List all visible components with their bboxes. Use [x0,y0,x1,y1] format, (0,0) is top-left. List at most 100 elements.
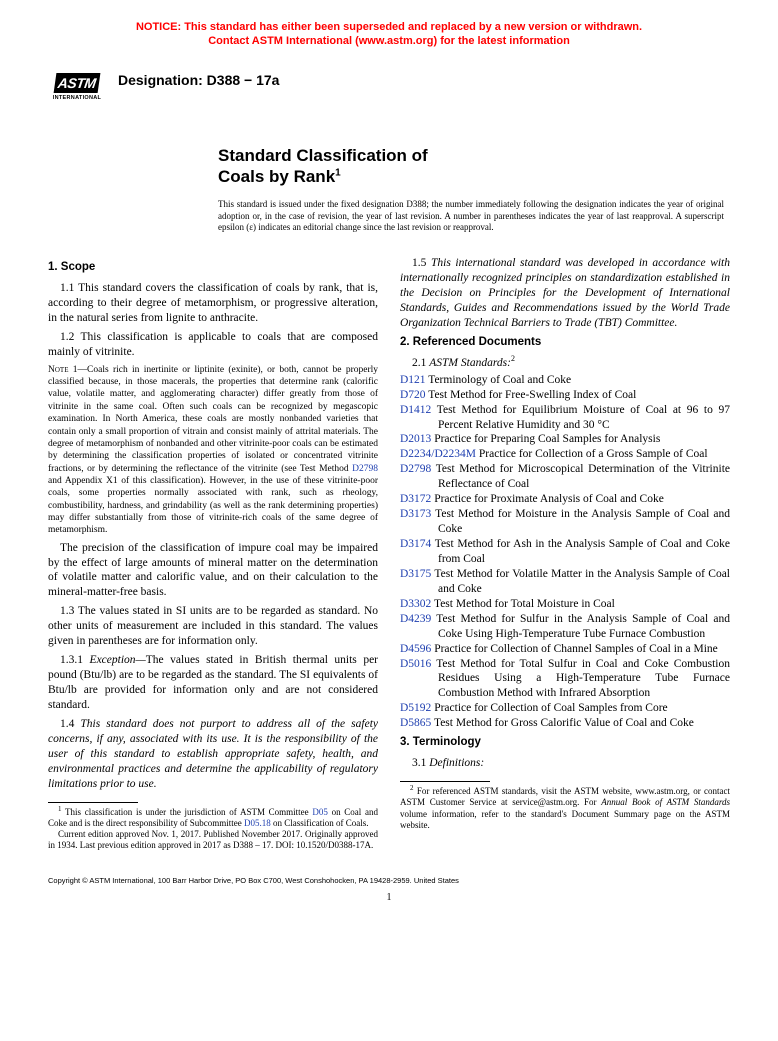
reference-code[interactable]: D2234/D2234M [400,448,476,460]
terminology-heading: 3. Terminology [400,735,730,750]
reference-code[interactable]: D1412 [400,404,431,416]
references-list: D121 Terminology of Coal and CokeD720 Te… [400,373,730,732]
reference-title: Test Method for Microscopical Determinat… [431,463,730,490]
note-1: Note 1—Coals rich in inertinite or lipti… [48,364,378,537]
reference-entry: D3174 Test Method for Ash in the Analysi… [400,537,730,567]
title-line1: Standard Classification of [218,146,428,165]
para-1-4-lbl: 1.4 [60,718,80,730]
preamble: This standard is issued under the fixed … [218,199,730,234]
reference-title: Practice for Collection of Coal Samples … [431,702,667,714]
reference-title: Test Method for Ash in the Analysis Samp… [431,538,730,565]
footnote-divider [48,802,138,803]
note-1-link[interactable]: D2798 [352,464,378,474]
reference-code[interactable]: D3172 [400,493,431,505]
reference-code[interactable]: D3173 [400,508,431,520]
reference-title: Test Method for Moisture in the Analysis… [431,508,730,535]
definitions-subhead: 3.1 Definitions: [400,756,730,771]
astm-stds-head: ASTM Standards: [429,357,511,369]
footnote-1-sup: 1 [58,805,62,813]
reference-code[interactable]: D4596 [400,643,431,655]
title-sup: 1 [335,167,341,178]
reference-entry: D3172 Practice for Proximate Analysis of… [400,492,730,507]
astm-stds-lbl: 2.1 [412,357,429,369]
header-row: ASTM INTERNATIONAL Designation: D388 − 1… [48,59,730,117]
para-1-1: 1.1 This standard covers the classificat… [48,281,378,326]
reference-entry: D3173 Test Method for Moisture in the An… [400,507,730,537]
defs-lbl: 3.1 [412,757,429,769]
para-1-5-lbl: 1.5 [412,257,431,269]
note-1-label: Note 1— [48,365,87,375]
reference-entry: D5865 Test Method for Gross Calorific Va… [400,716,730,731]
title-block: Standard Classification of Coals by Rank… [218,145,730,188]
note-1-text-a: Coals rich in inertinite or liptinite (e… [48,365,378,474]
footnote-1b: Current edition approved Nov. 1, 2017. P… [48,829,378,852]
reference-entry: D720 Test Method for Free-Swelling Index… [400,388,730,403]
reference-code[interactable]: D3174 [400,538,431,550]
reference-entry: D1412 Test Method for Equilibrium Moistu… [400,403,730,433]
reference-title: Test Method for Total Moisture in Coal [431,598,615,610]
fn1-a: This classification is under the jurisdi… [65,807,312,817]
reference-title: Practice for Preparing Coal Samples for … [431,433,660,445]
reference-entry: D5016 Test Method for Total Sulfur in Co… [400,657,730,702]
reference-code[interactable]: D3175 [400,568,431,580]
astm-logo: ASTM INTERNATIONAL [48,59,106,117]
footnote-2: 2 For referenced ASTM standards, visit t… [400,786,730,831]
notice-banner: NOTICE: This standard has either been su… [48,20,730,49]
reference-code[interactable]: D3302 [400,598,431,610]
document-title: Standard Classification of Coals by Rank… [218,145,730,188]
reference-entry: D3302 Test Method for Total Moisture in … [400,597,730,612]
reference-entry: D3175 Test Method for Volatile Matter in… [400,567,730,597]
reference-title: Practice for Collection of a Gross Sampl… [476,448,708,460]
para-1-3-1-lbl: 1.3.1 [60,654,90,666]
reference-title: Test Method for Volatile Matter in the A… [431,568,730,595]
page-number: 1 [48,891,730,904]
reference-entry: D2234/D2234M Practice for Collection of … [400,447,730,462]
two-column-body: 1. Scope 1.1 This standard covers the cl… [48,256,730,851]
reference-code[interactable]: D121 [400,374,426,386]
para-1-3: 1.3 The values stated in SI units are to… [48,604,378,649]
reference-code[interactable]: D5016 [400,658,431,670]
reference-entry: D5192 Practice for Collection of Coal Sa… [400,701,730,716]
fn1-link1[interactable]: D05 [312,807,328,817]
scope-heading: 1. Scope [48,260,378,275]
reference-entry: D4239 Test Method for Sulfur in the Anal… [400,612,730,642]
note-1-text-b: and Appendix X1 of this classification).… [48,476,378,535]
fn2-i: Annual Book of ASTM Standards [601,797,730,807]
defs-head: Definitions: [429,757,484,769]
para-1-5-body: This international standard was develope… [400,257,730,329]
logo-text-top: ASTM [54,73,101,93]
reference-code[interactable]: D5865 [400,717,431,729]
para-1-3-1-head: Exception— [90,654,146,666]
footnote-divider-2 [400,781,490,782]
reference-title: Test Method for Equilibrium Moisture of … [431,404,730,431]
astm-standards-subhead: 2.1 ASTM Standards:2 [400,356,730,371]
notice-line1: NOTICE: This standard has either been su… [136,21,642,33]
reference-code[interactable]: D5192 [400,702,431,714]
reference-entry: D121 Terminology of Coal and Coke [400,373,730,388]
reference-title: Test Method for Gross Calorific Value of… [431,717,694,729]
fn2-b: volume information, refer to the standar… [400,809,730,830]
reference-title: Practice for Collection of Channel Sampl… [431,643,717,655]
reference-entry: D2798 Test Method for Microscopical Dete… [400,462,730,492]
designation: Designation: D388 − 17a [118,71,279,89]
para-1-4: 1.4 This standard does not purport to ad… [48,717,378,792]
notice-line2: Contact ASTM International (www.astm.org… [208,35,570,47]
para-1-2: 1.2 This classification is applicable to… [48,330,378,360]
right-column: 1.5 This international standard was deve… [400,256,730,851]
reference-title: Test Method for Total Sulfur in Coal and… [431,658,730,700]
reference-title: Terminology of Coal and Coke [426,374,572,386]
copyright-line: Copyright © ASTM International, 100 Barr… [48,876,730,886]
left-column: 1. Scope 1.1 This standard covers the cl… [48,256,378,851]
fn1-c: on Classification of Coals. [271,818,369,828]
reference-entry: D4596 Practice for Collection of Channel… [400,642,730,657]
reference-code[interactable]: D2798 [400,463,431,475]
reference-code[interactable]: D4239 [400,613,431,625]
para-1-3-1: 1.3.1 Exception—The values stated in Bri… [48,653,378,713]
reference-code[interactable]: D720 [400,389,426,401]
footnote-1: 1 This classification is under the juris… [48,807,378,830]
fn1-link2[interactable]: D05.18 [244,818,271,828]
reference-entry: D2013 Practice for Preparing Coal Sample… [400,432,730,447]
astm-stds-sup: 2 [511,354,515,363]
reference-code[interactable]: D2013 [400,433,431,445]
para-1-4-body: This standard does not purport to addres… [48,718,378,790]
